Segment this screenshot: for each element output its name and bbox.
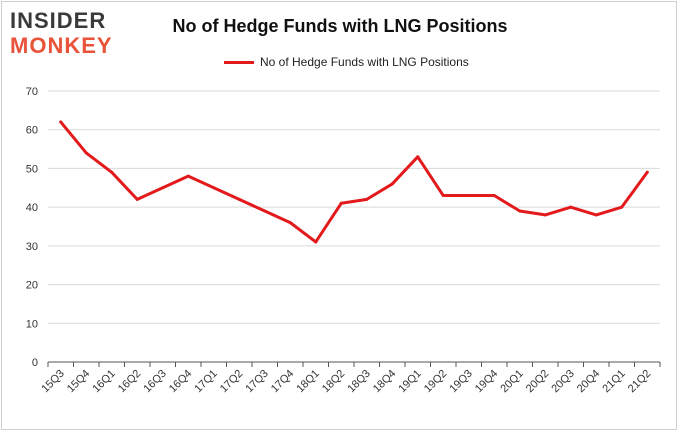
- x-tick-label: 17Q4: [269, 368, 297, 396]
- x-tick-label: 16Q1: [90, 368, 118, 396]
- data-point: [645, 170, 649, 174]
- series-line: [59, 120, 649, 244]
- data-point: [237, 197, 241, 201]
- y-tick-label: 40: [26, 202, 38, 214]
- x-tick-label: 21Q1: [600, 368, 628, 396]
- y-tick-label: 60: [26, 125, 38, 137]
- data-point: [110, 170, 114, 174]
- svg-text:INSIDER: INSIDER: [10, 8, 106, 33]
- data-point: [59, 120, 63, 124]
- data-point: [288, 221, 292, 225]
- x-tick-label: 18Q3: [345, 368, 373, 396]
- data-point: [569, 205, 573, 209]
- data-point: [594, 213, 598, 217]
- data-point: [186, 174, 190, 178]
- y-tick-label: 70: [26, 86, 38, 98]
- x-tick-label: 20Q2: [524, 368, 552, 396]
- data-point: [518, 209, 522, 213]
- svg-text:MONKEY: MONKEY: [10, 33, 113, 58]
- y-tick-label: 20: [26, 280, 38, 292]
- chart-legend: No of Hedge Funds with LNG Positions: [224, 55, 469, 69]
- x-tick-label: 17Q2: [218, 368, 246, 396]
- x-tick-label: 17Q1: [192, 368, 220, 396]
- x-tick-label: 17Q3: [243, 368, 271, 396]
- x-tick-label: 20Q3: [549, 368, 577, 396]
- data-point: [390, 182, 394, 186]
- data-point: [135, 197, 139, 201]
- y-tick-label: 0: [32, 357, 38, 369]
- x-tick-label: 18Q4: [371, 368, 399, 396]
- data-point: [212, 186, 216, 190]
- data-point: [314, 240, 318, 244]
- data-point: [441, 194, 445, 198]
- data-point: [620, 205, 624, 209]
- data-point: [339, 201, 343, 205]
- data-point: [263, 209, 267, 213]
- legend-swatch: [224, 60, 254, 64]
- insider-monkey-logo: INSIDER MONKEY: [10, 6, 130, 58]
- y-tick-label: 30: [26, 241, 38, 253]
- legend-label: No of Hedge Funds with LNG Positions: [260, 55, 469, 69]
- y-tick-label: 10: [26, 318, 38, 330]
- data-point: [84, 151, 88, 155]
- x-tick-label: 19Q3: [447, 368, 475, 396]
- data-point: [543, 213, 547, 217]
- x-tick-label: 16Q4: [167, 368, 195, 396]
- x-tick-label: 16Q3: [141, 368, 169, 396]
- x-tick-label: 19Q1: [396, 368, 424, 396]
- x-tick-label: 20Q1: [498, 368, 526, 396]
- x-tick-label: 19Q4: [473, 368, 501, 396]
- x-tick-label: 18Q1: [294, 368, 322, 396]
- chart-title: No of Hedge Funds with LNG Positions: [172, 16, 508, 36]
- x-tick-label: 21Q2: [626, 368, 654, 396]
- x-tick-label: 16Q2: [116, 368, 144, 396]
- x-tick-label: 19Q2: [422, 368, 450, 396]
- x-tick-label: 18Q2: [320, 368, 348, 396]
- x-tick-label: 20Q4: [575, 368, 603, 396]
- data-point: [161, 186, 165, 190]
- data-point: [492, 194, 496, 198]
- x-tick-label: 15Q4: [65, 368, 93, 396]
- data-point: [467, 194, 471, 198]
- y-tick-label: 50: [26, 163, 38, 175]
- x-tick-label: 15Q3: [39, 368, 67, 396]
- data-point: [365, 197, 369, 201]
- data-point: [416, 155, 420, 159]
